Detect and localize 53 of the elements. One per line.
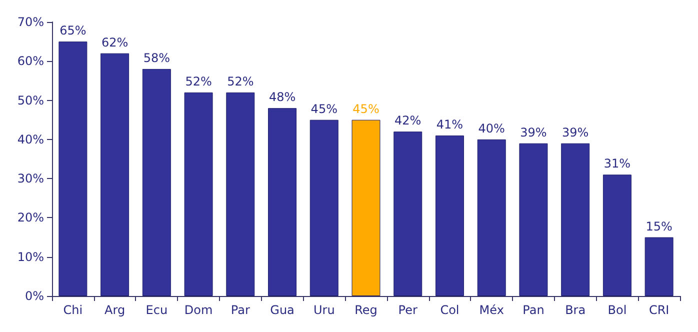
data-label: 45% (352, 102, 380, 116)
x-tick-label: Méx (479, 303, 504, 317)
bar (561, 143, 590, 296)
data-label: 48% (268, 90, 296, 104)
x-tick-label: Dom (184, 303, 213, 317)
data-label: 62% (101, 35, 128, 50)
x-tick-label: Chi (63, 303, 83, 317)
data-label: 45% (310, 102, 338, 116)
bar (436, 136, 464, 296)
y-tick-label: 0% (24, 289, 44, 303)
data-label: 39% (562, 125, 589, 140)
x-tick-label: Pan (522, 303, 544, 317)
y-tick-label: 30% (17, 172, 44, 186)
x-tick-label: Col (440, 303, 460, 317)
y-tick-label: 40% (17, 132, 44, 146)
bar (226, 92, 255, 296)
x-tick-label: Bol (608, 303, 627, 317)
data-label: 31% (604, 156, 631, 171)
x-tick-label: Ecu (146, 303, 168, 317)
y-tick-label: 10% (17, 250, 44, 264)
x-tick-label: Uru (313, 303, 335, 317)
x-tick-label: CRI (648, 303, 670, 317)
y-tick-label: 60% (17, 54, 44, 68)
x-tick-label: Reg (354, 303, 378, 317)
data-label: 41% (436, 118, 464, 132)
data-label: 52% (227, 74, 254, 88)
y-tick-label: 50% (17, 93, 44, 108)
bar (519, 143, 548, 296)
bar (477, 139, 506, 296)
x-tick-label: Par (230, 303, 250, 317)
bar (58, 42, 88, 296)
y-tick-label: 20% (17, 210, 44, 225)
bar (142, 68, 171, 296)
data-label: 52% (185, 74, 212, 88)
bar (184, 92, 213, 296)
x-tick-label: Bra (565, 303, 586, 317)
data-label: 58% (143, 50, 170, 65)
data-label: 42% (394, 114, 422, 128)
x-tick-label: Gua (270, 303, 294, 317)
data-label: 65% (60, 24, 86, 38)
bar (310, 120, 338, 296)
bar (394, 132, 422, 296)
x-tick-label: Per (398, 303, 418, 317)
data-label: 40% (478, 121, 505, 136)
bar (602, 174, 632, 296)
y-tick-label: 70% (17, 15, 44, 29)
data-label: 15% (646, 219, 672, 234)
data-label: 39% (520, 125, 547, 140)
bar (644, 237, 674, 296)
bar (268, 108, 296, 296)
bar (352, 120, 380, 296)
bar (100, 53, 130, 296)
x-tick-label: Arg (104, 303, 126, 317)
